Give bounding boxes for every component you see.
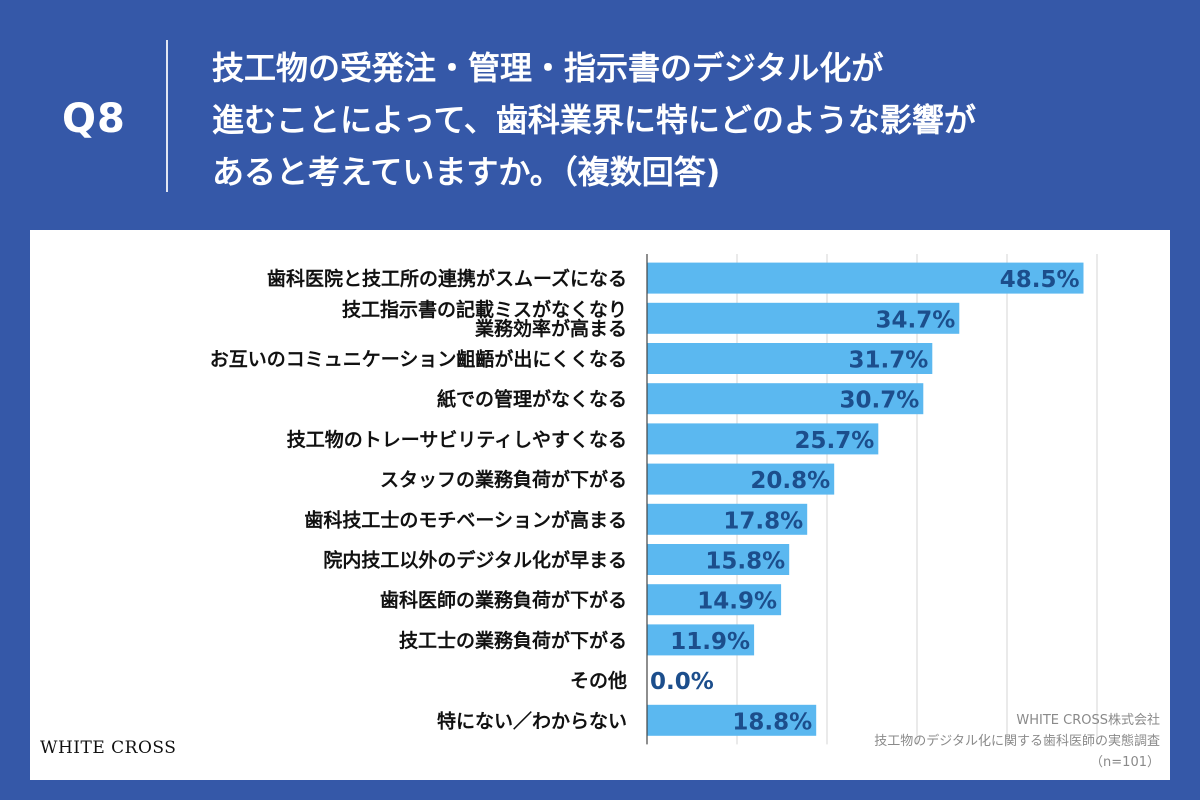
category-label: 歯科技工士のモチベーションが高まる <box>304 508 627 531</box>
value-label: 17.8% <box>723 508 803 534</box>
question-title: 技工物の受発注・管理・指示書のデジタル化が 進むことによって、歯科業界に特にどの… <box>212 42 1172 198</box>
bar <box>647 584 782 616</box>
bar <box>647 704 817 736</box>
bar <box>647 463 835 495</box>
value-label: 31.7% <box>849 348 929 374</box>
category-label: 紙での管理がなくなる <box>437 388 627 411</box>
value-label: 30.7% <box>840 388 920 414</box>
question-title-line-1: 技工物の受発注・管理・指示書のデジタル化が <box>212 49 884 87</box>
value-label: 20.8% <box>750 468 830 494</box>
question-header: Q8 技工物の受発注・管理・指示書のデジタル化が 進むことによって、歯科業界に特… <box>0 0 1200 230</box>
bar <box>647 503 808 535</box>
source-survey: 技工物のデジタル化に関する歯科医師の実態調査 <box>874 734 1160 749</box>
value-label: 15.8% <box>705 549 785 575</box>
category-label: 歯科医院と技工所の連携がスムーズになる <box>267 267 627 290</box>
bar <box>647 624 755 656</box>
source-sample-size: （n=101） <box>1090 755 1160 770</box>
brand-logo-text: WHITE CROSS <box>40 738 177 758</box>
question-number: Q8 <box>62 96 126 142</box>
bar <box>647 302 960 334</box>
category-label: 技工士の業務負荷が下がる <box>399 629 627 652</box>
category-label: 技工指示書の記載ミスがなくなり業務効率が高まる <box>342 298 627 340</box>
bar <box>647 262 1084 294</box>
source-note: WHITE CROSS株式会社 技工物のデジタル化に関する歯科医師の実態調査 （… <box>874 710 1160 773</box>
category-label: 院内技工以外のデジタル化が早まる <box>323 549 627 572</box>
bar <box>647 343 933 374</box>
bar-chart: 歯科医院と技工所の連携がスムーズになる 48.5% 技工指示書の記載ミスがなくなり業… <box>210 254 1098 745</box>
chart-panel: 歯科医院と技工所の連携がスムーズになる 48.5% 技工指示書の記載ミスがなくなり業… <box>30 230 1170 780</box>
category-label: その他 <box>570 669 627 692</box>
value-label: 18.8% <box>732 709 812 735</box>
value-label: 14.9% <box>697 589 777 615</box>
category-label: 歯科医師の業務負荷が下がる <box>380 589 627 612</box>
category-label: 技工物のトレーサビリティしやすくなる <box>287 428 627 451</box>
bar <box>647 383 924 415</box>
value-label: 11.9% <box>670 629 750 655</box>
value-label: 0.0% <box>650 669 714 695</box>
source-company: WHITE CROSS株式会社 <box>1016 713 1160 728</box>
bar <box>647 423 879 455</box>
category-label: お互いのコミュニケーション齟齬が出にくくなる <box>210 348 627 371</box>
value-label: 25.7% <box>795 428 875 454</box>
value-label: 48.5% <box>1000 267 1080 293</box>
category-label: 特にない／わからない <box>437 709 627 732</box>
value-label: 34.7% <box>876 307 956 333</box>
category-label: スタッフの業務負荷が下がる <box>380 468 627 491</box>
question-title-line-3: あると考えていますか。（複数回答) <box>212 153 721 191</box>
bar <box>647 544 790 575</box>
header-divider <box>166 40 168 192</box>
question-title-line-2: 進むことによって、歯科業界に特にどのような影響が <box>212 101 976 139</box>
